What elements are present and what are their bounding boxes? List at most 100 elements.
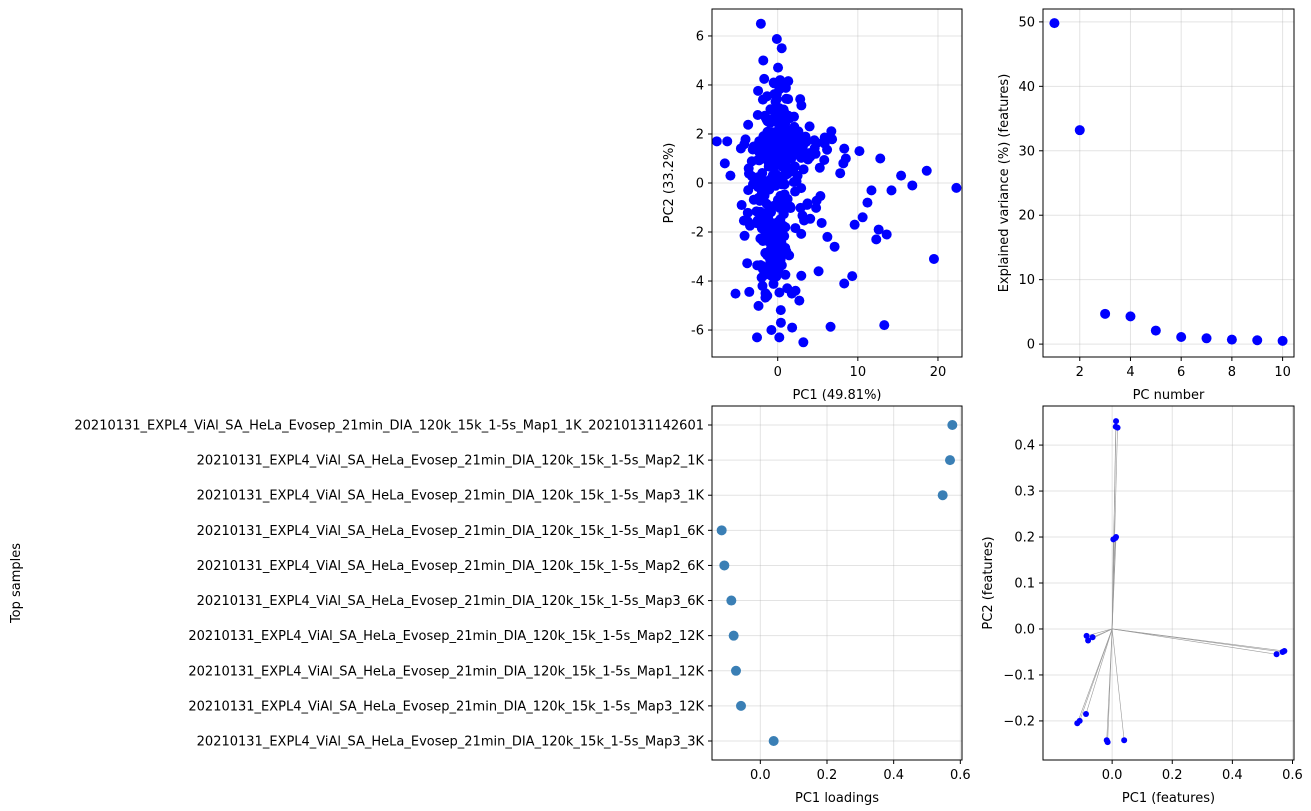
loading-point <box>719 560 730 571</box>
score-point <box>794 295 805 306</box>
score-point <box>785 203 796 214</box>
score-point <box>766 270 777 281</box>
sample-label: 20210131_EXPL4_ViAl_SA_HeLa_Evosep_21min… <box>197 559 705 574</box>
loading-point <box>736 700 746 711</box>
score-point <box>753 85 764 96</box>
y-tick-label: 2 <box>696 127 704 142</box>
score-point <box>767 170 778 181</box>
score-point <box>752 332 763 343</box>
x-tick-label: 20 <box>930 365 947 380</box>
score-point <box>768 278 779 289</box>
biplot-point <box>1104 739 1111 746</box>
score-point <box>755 260 766 271</box>
score-point <box>774 287 785 298</box>
score-point <box>762 155 773 166</box>
score-point <box>759 73 770 84</box>
score-point <box>755 18 766 29</box>
biplot-vector <box>1111 539 1114 629</box>
x-tick-label: 10 <box>850 365 867 380</box>
score-point <box>783 94 794 105</box>
score-point <box>798 337 809 348</box>
y-tick-label: 0.4 <box>1014 439 1035 454</box>
score-point <box>738 215 749 226</box>
loading-point <box>726 595 737 606</box>
score-point <box>879 320 890 331</box>
score-point <box>787 322 798 333</box>
score-point <box>753 192 764 203</box>
score-point <box>758 178 769 189</box>
score-point <box>776 179 787 190</box>
score-point <box>862 197 873 208</box>
y-tick-label: -6 <box>691 324 704 339</box>
biplot-point <box>1083 632 1090 639</box>
biplot-vector <box>1111 427 1118 629</box>
score-point <box>780 82 791 93</box>
score-point <box>871 234 882 245</box>
score-point <box>857 212 868 223</box>
pca-scores-xlabel: PC1 (49.81%) <box>792 388 881 403</box>
score-point <box>829 241 840 252</box>
loading-point <box>937 490 948 501</box>
explained-variance-xlabel: PC number <box>1133 388 1205 403</box>
biplot-vector <box>1086 628 1113 637</box>
score-point <box>762 290 773 301</box>
score-point <box>768 77 779 88</box>
biplot-point <box>1113 534 1120 541</box>
score-point <box>789 111 800 122</box>
y-tick-label: 40 <box>1018 80 1035 95</box>
loading-point <box>728 630 739 641</box>
variance-point <box>1277 335 1288 346</box>
y-tick-label: 0 <box>1027 338 1035 353</box>
biplot-vector <box>1079 628 1113 722</box>
y-tick-label: 0.2 <box>1014 531 1035 546</box>
score-point <box>796 270 807 281</box>
biplot-point <box>1114 424 1121 431</box>
biplot-vector <box>1112 628 1283 653</box>
score-point <box>771 89 782 100</box>
score-point <box>854 146 865 157</box>
score-point <box>730 288 741 299</box>
score-point <box>819 138 830 149</box>
score-point <box>798 164 809 175</box>
score-point <box>815 191 826 202</box>
pc1-loadings-ylabel: Top samples <box>9 543 24 624</box>
score-point <box>775 305 786 316</box>
y-tick-label: 0.0 <box>1014 622 1035 637</box>
biplot-ylabel: PC2 (features) <box>981 536 996 629</box>
score-point <box>866 185 877 196</box>
score-point <box>742 207 753 218</box>
score-point <box>774 332 785 343</box>
axes-frame <box>1042 8 1295 358</box>
score-point <box>760 227 771 238</box>
score-point <box>736 200 747 211</box>
loading-point <box>716 525 727 536</box>
y-tick-label: 4 <box>696 78 704 93</box>
score-point <box>719 158 730 169</box>
score-point <box>796 152 807 163</box>
y-tick-label: 10 <box>1018 273 1035 288</box>
pc1-loadings-xlabel: PC1 loadings <box>795 791 879 806</box>
score-point <box>951 182 962 193</box>
score-point <box>765 255 776 266</box>
score-point <box>802 198 813 209</box>
score-point <box>766 325 777 336</box>
score-point <box>816 217 827 228</box>
score-point <box>743 119 754 130</box>
biplot-vector <box>1092 628 1113 638</box>
biplot-vector <box>1107 628 1113 743</box>
score-point <box>761 198 772 209</box>
score-point <box>722 136 733 147</box>
score-point <box>825 321 836 332</box>
loading-point <box>945 455 955 466</box>
score-point <box>799 215 810 226</box>
biplot-vector <box>1111 537 1117 629</box>
score-point <box>873 224 884 235</box>
biplot-point <box>1121 737 1128 744</box>
x-tick-label: 2 <box>1076 365 1084 380</box>
variance-point <box>1049 18 1060 29</box>
loading-point <box>731 665 741 676</box>
axes-frame <box>1042 405 1295 761</box>
sample-label: 20210131_EXPL4_ViAl_SA_HeLa_Evosep_21min… <box>197 594 705 609</box>
variance-point <box>1176 332 1187 343</box>
score-point <box>757 280 768 291</box>
